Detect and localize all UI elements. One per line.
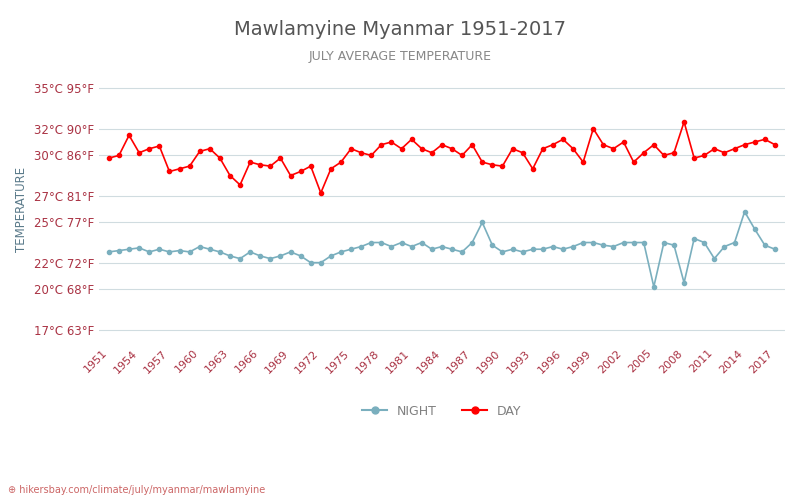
Y-axis label: TEMPERATURE: TEMPERATURE <box>15 166 28 252</box>
Legend: NIGHT, DAY: NIGHT, DAY <box>358 400 526 422</box>
Text: JULY AVERAGE TEMPERATURE: JULY AVERAGE TEMPERATURE <box>309 50 491 63</box>
Text: ⊕ hikersbay.com/climate/july/myanmar/mawlamyine: ⊕ hikersbay.com/climate/july/myanmar/maw… <box>8 485 266 495</box>
Text: Mawlamyine Myanmar 1951-2017: Mawlamyine Myanmar 1951-2017 <box>234 20 566 39</box>
